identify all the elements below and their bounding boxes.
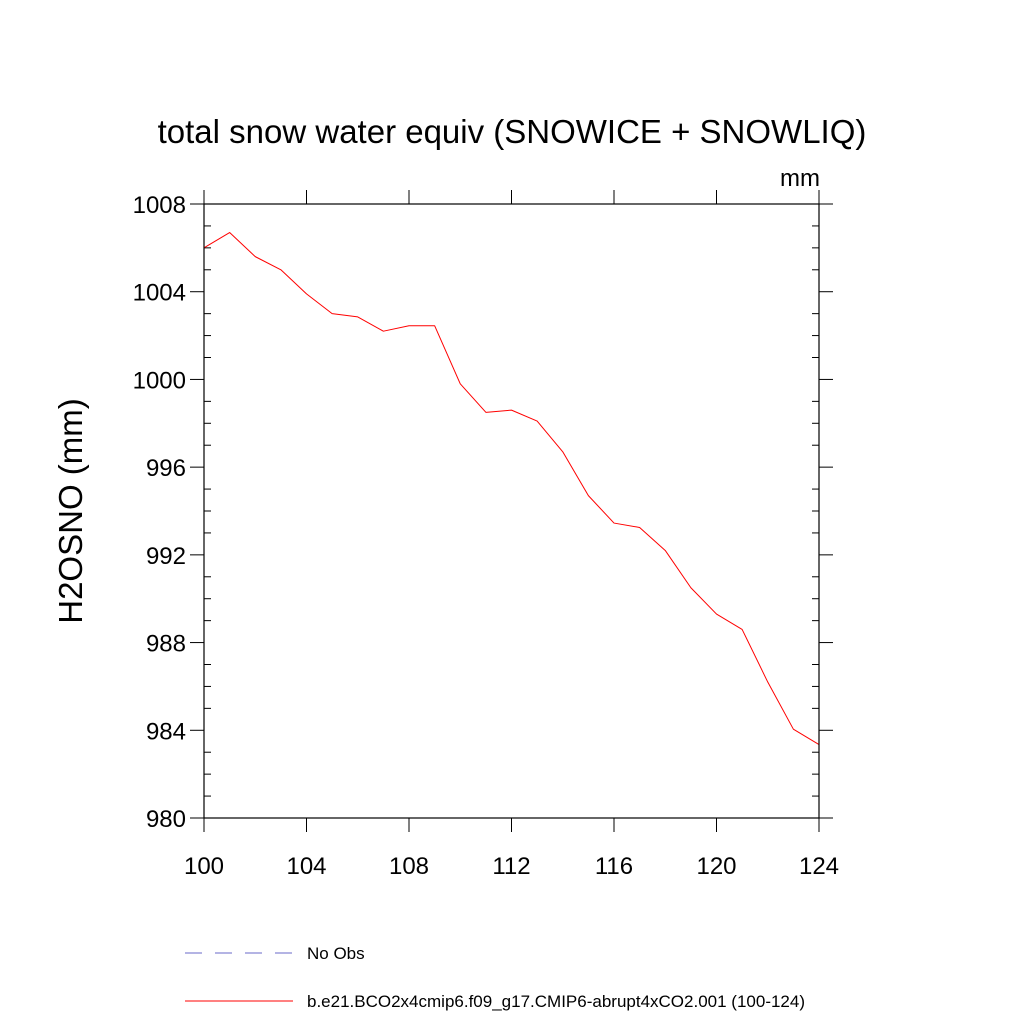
x-tick-label: 100	[184, 853, 224, 880]
x-tick-label: 124	[799, 853, 839, 880]
x-tick-label: 104	[286, 853, 326, 880]
legend-label-run: b.e21.BCO2x4cmip6.f09_g17.CMIP6-abrupt4x…	[307, 992, 805, 1011]
y-tick-label: 1004	[133, 280, 186, 307]
x-tick-label: 116	[595, 853, 633, 880]
y-tick-label: 992	[146, 543, 186, 570]
y-tick-label: 980	[146, 806, 186, 833]
legend: No Obs b.e21.BCO2x4cmip6.f09_g17.CMIP6-a…	[185, 944, 805, 1011]
series-layer	[203, 232, 820, 745]
series-line	[203, 232, 820, 745]
axis-ticks	[190, 190, 833, 832]
y-tick-label: 984	[146, 718, 186, 745]
chart-title: total snow water equiv (SNOWICE + SNOWLI…	[158, 113, 867, 150]
y-tick-label: 1000	[133, 367, 186, 394]
y-tick-label: 988	[146, 631, 186, 658]
x-tick-label: 112	[492, 853, 530, 880]
y-tick-label: 1008	[133, 192, 186, 219]
plot-frame	[203, 203, 820, 819]
units-label: mm	[780, 165, 820, 192]
x-tick-label: 120	[696, 853, 736, 880]
x-tick-label: 108	[389, 853, 429, 880]
axis-tick-labels: 980 984 988 992 996 1000 1004 1008 100 104 108 112 1…	[133, 192, 839, 880]
y-axis-label: H2OSNO (mm)	[52, 398, 89, 624]
legend-label-no-obs: No Obs	[307, 944, 365, 963]
y-tick-label: 996	[146, 455, 186, 482]
